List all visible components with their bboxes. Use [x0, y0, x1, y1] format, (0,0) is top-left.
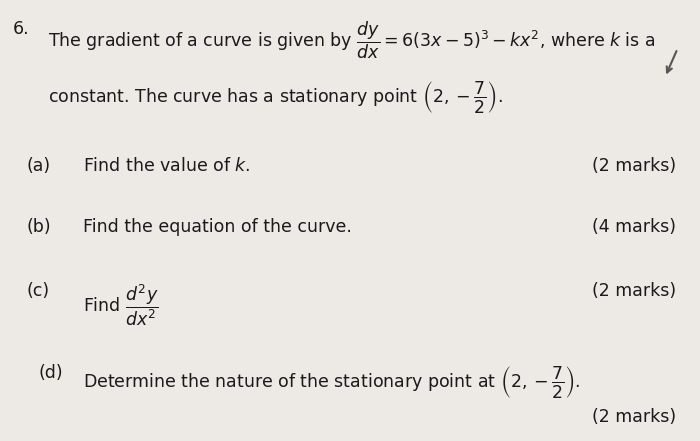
Text: Find the equation of the curve.: Find the equation of the curve. — [83, 218, 351, 236]
Text: (d): (d) — [38, 364, 63, 382]
Text: (b): (b) — [27, 218, 51, 236]
Text: (c): (c) — [27, 282, 50, 300]
Text: The gradient of a curve is given by $\dfrac{dy}{dx} = 6(3x-5)^3 - kx^2$, where $: The gradient of a curve is given by $\df… — [48, 20, 655, 61]
Text: constant. The curve has a stationary point $\left(2, -\dfrac{7}{2}\right)$.: constant. The curve has a stationary poi… — [48, 79, 503, 116]
Text: (2 marks): (2 marks) — [592, 408, 676, 426]
Text: Find $\dfrac{d^2y}{dx^2}$: Find $\dfrac{d^2y}{dx^2}$ — [83, 282, 158, 328]
Text: 6.: 6. — [13, 20, 29, 38]
Text: Find the value of $k$.: Find the value of $k$. — [83, 157, 250, 175]
Text: (2 marks): (2 marks) — [592, 157, 676, 175]
Text: (2 marks): (2 marks) — [592, 282, 676, 300]
Text: (4 marks): (4 marks) — [592, 218, 676, 236]
Text: (a): (a) — [27, 157, 50, 175]
Text: Determine the nature of the stationary point at $\left(2,-\dfrac{7}{2}\right)$.: Determine the nature of the stationary p… — [83, 364, 580, 400]
